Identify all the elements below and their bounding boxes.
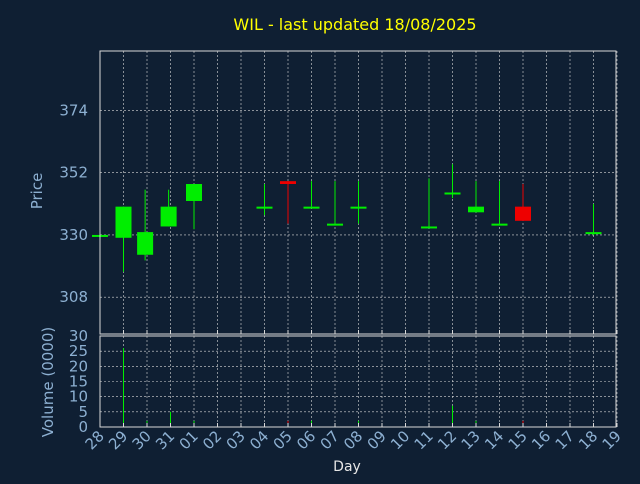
chart-title: WIL - last updated 18/08/2025 bbox=[233, 15, 476, 34]
price-tick-label: 330 bbox=[59, 226, 88, 244]
candle-body bbox=[350, 206, 367, 209]
day-tick-label: 31 bbox=[152, 427, 178, 453]
day-tick-label: 03 bbox=[223, 427, 249, 453]
candle-body bbox=[585, 232, 602, 235]
day-tick-label: 04 bbox=[246, 427, 272, 453]
day-tick-label: 19 bbox=[599, 427, 625, 453]
candle-body bbox=[444, 192, 461, 195]
day-tick-label: 05 bbox=[270, 427, 296, 453]
candle-body bbox=[160, 206, 177, 227]
price-tick-label: 352 bbox=[59, 164, 88, 182]
volume-tick-label: 20 bbox=[69, 357, 88, 375]
candle-body bbox=[115, 206, 132, 238]
day-tick-label: 02 bbox=[199, 427, 225, 453]
candle-body bbox=[303, 206, 320, 209]
day-tick-label: 10 bbox=[387, 427, 413, 453]
day-tick-label: 17 bbox=[552, 427, 578, 453]
price-axis-label: Price bbox=[28, 173, 46, 210]
day-tick-label: 01 bbox=[176, 427, 202, 453]
day-tick-label: 06 bbox=[293, 427, 319, 453]
candle-body bbox=[256, 206, 273, 209]
axis-layer: 3083303523740510152025302829303101020304… bbox=[59, 101, 624, 453]
volume-tick-label: 30 bbox=[69, 327, 88, 345]
day-tick-label: 12 bbox=[434, 427, 460, 453]
day-tick-label: 08 bbox=[340, 427, 366, 453]
volume-tick-label: 10 bbox=[69, 388, 88, 406]
grid-layer bbox=[100, 51, 618, 427]
candle-body bbox=[280, 181, 296, 185]
candle-body bbox=[137, 232, 154, 255]
volume-tick-label: 15 bbox=[69, 373, 88, 391]
candle-body bbox=[515, 206, 531, 221]
candle-body bbox=[468, 206, 484, 213]
day-tick-label: 30 bbox=[129, 427, 155, 453]
day-tick-label: 13 bbox=[458, 427, 484, 453]
volume-tick-label: 25 bbox=[69, 342, 88, 360]
day-tick-label: 09 bbox=[364, 427, 390, 453]
volume-axis-label: Volume (0000) bbox=[39, 327, 57, 437]
candle-body bbox=[421, 226, 437, 229]
price-tick-label: 308 bbox=[59, 288, 88, 306]
frame-layer bbox=[99, 50, 618, 428]
volume-tick-label: 0 bbox=[78, 418, 88, 436]
day-tick-label: 18 bbox=[575, 427, 601, 453]
candle-body bbox=[327, 223, 343, 226]
day-tick-label: 15 bbox=[505, 427, 531, 453]
candle-body bbox=[491, 223, 508, 226]
day-tick-label: 16 bbox=[528, 427, 554, 453]
price-tick-label: 374 bbox=[59, 101, 88, 119]
day-axis-label: Day bbox=[333, 459, 361, 475]
day-tick-label: 14 bbox=[481, 427, 507, 453]
day-tick-label: 11 bbox=[411, 427, 437, 453]
day-tick-label: 07 bbox=[317, 427, 343, 453]
day-tick-label: 29 bbox=[105, 427, 131, 453]
volume-tick-label: 5 bbox=[78, 403, 88, 421]
candle-body bbox=[186, 184, 202, 201]
marks-layer bbox=[92, 164, 602, 427]
